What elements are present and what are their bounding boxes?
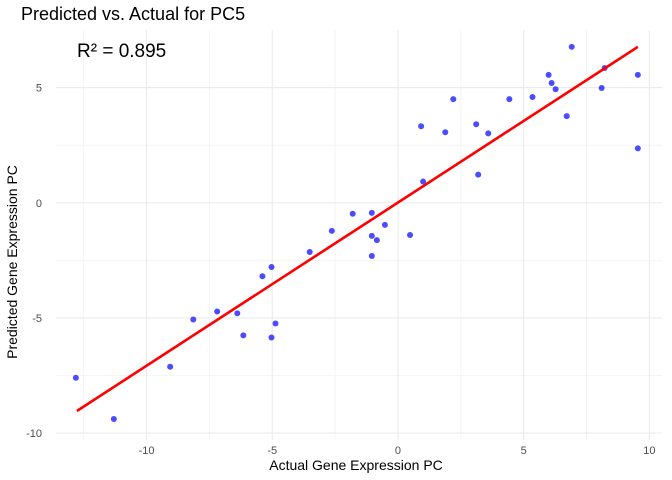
data-point [381,221,388,228]
data-point [442,129,449,136]
data-point [167,363,174,370]
data-point [190,316,197,323]
x-tick-label: 10 [643,445,655,457]
x-tick-label: 5 [521,445,527,457]
r-squared-annotation: R² = 0.895 [77,41,166,62]
data-point [368,252,375,259]
data-point [506,96,513,103]
data-point [473,121,480,128]
data-point [634,145,641,152]
data-point [568,43,575,50]
x-tick-labels: -10 -5 0 5 10 [139,445,656,457]
data-point [529,94,536,101]
grid-major [56,30,662,440]
x-tick-label: -5 [267,445,277,457]
data-point [272,320,279,327]
y-tick-label: -5 [32,313,42,325]
data-point [72,374,79,381]
data-point [328,227,335,234]
data-point [545,71,552,78]
data-point [368,209,375,216]
data-point [475,171,482,178]
y-axis-label: Predicted Gene Expression PC [4,165,20,359]
data-point [418,123,425,130]
regression-line [76,45,639,413]
data-point [110,416,117,423]
data-point [407,232,414,238]
data-point [563,113,570,120]
data-point [552,86,559,93]
data-point [214,308,221,315]
data-points [72,43,641,423]
data-point [306,249,313,256]
grid-minor [56,30,662,440]
data-point [234,310,241,317]
data-point [548,79,555,86]
y-tick-label: 0 [36,198,42,210]
data-point [368,232,375,239]
fit-line-group [76,45,639,413]
data-point [240,332,247,339]
y-tick-labels: -10 -5 0 5 [26,83,42,441]
data-point [268,264,275,271]
data-point [485,130,492,137]
x-axis-label: Actual Gene Expression PC [269,457,443,473]
y-tick-label: -10 [26,428,42,440]
data-point [373,237,380,244]
data-point [259,273,266,280]
data-point [634,71,641,78]
data-point [268,334,275,341]
chart-title: Predicted vs. Actual for PC5 [21,4,245,24]
data-point [450,96,457,103]
data-point [420,178,427,185]
y-tick-label: 5 [36,83,42,95]
data-point [349,210,356,217]
x-tick-label: 0 [395,445,401,457]
data-point [598,85,605,92]
x-tick-label: -10 [139,445,155,457]
